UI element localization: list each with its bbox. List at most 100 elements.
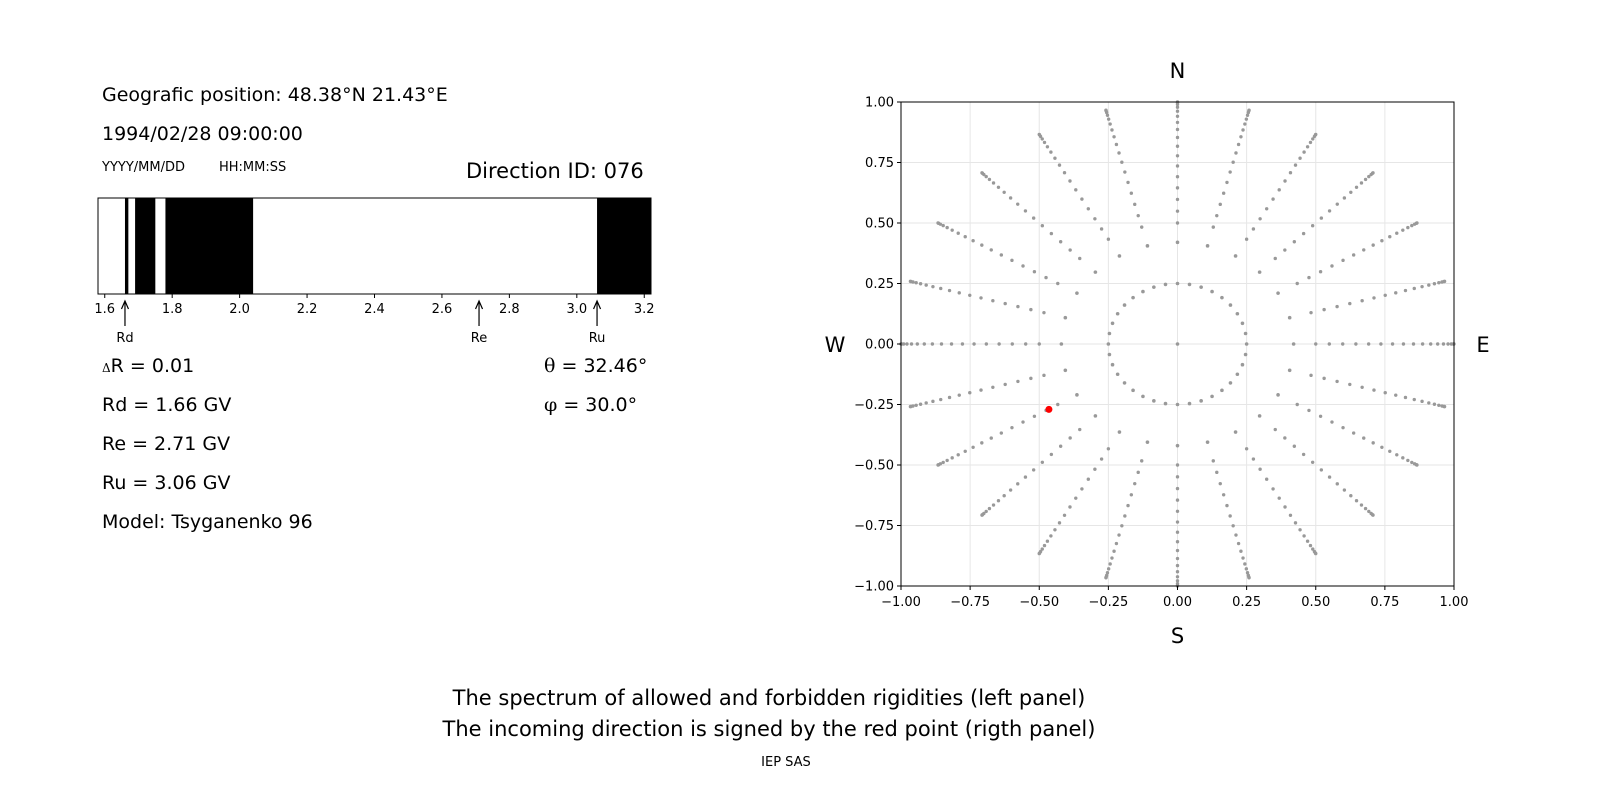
direction-point	[1245, 113, 1250, 117]
direction-point	[1029, 376, 1033, 381]
caption-line-2: The incoming direction is signed by the …	[442, 717, 1096, 741]
direction-point	[971, 445, 975, 449]
direction-point	[1348, 301, 1352, 306]
y-tick-label: −1.00	[854, 580, 894, 595]
direction-point	[999, 431, 1004, 435]
direction-point	[1243, 331, 1248, 336]
direction-point	[1371, 171, 1375, 175]
direction-point	[1049, 452, 1054, 457]
direction-point	[1292, 240, 1297, 244]
credit-label: IEP SAS	[761, 755, 811, 770]
direction-point	[1175, 486, 1180, 491]
direction-point	[1308, 543, 1313, 548]
direction-point	[1318, 414, 1323, 419]
direction-point	[1295, 281, 1299, 286]
direction-point	[1010, 342, 1014, 346]
direction-point	[1348, 382, 1352, 387]
direction-point	[1122, 381, 1127, 385]
direction-point	[1175, 197, 1180, 202]
direction-point	[1231, 160, 1235, 164]
direction-point	[1383, 293, 1387, 297]
direction-point	[1354, 499, 1359, 503]
direction-point	[1105, 571, 1110, 575]
direction-point	[1442, 279, 1447, 284]
direction-point	[1241, 556, 1245, 560]
direction-point	[1175, 105, 1180, 109]
direction-point	[1175, 240, 1180, 245]
direction-point	[1239, 135, 1243, 139]
direction-point	[1057, 163, 1062, 167]
direction-point	[1233, 254, 1238, 258]
x-tick-label: 0.00	[1163, 595, 1192, 610]
direction-point	[1335, 202, 1339, 206]
direction-point	[1305, 145, 1310, 149]
direction-point	[1362, 436, 1366, 440]
direction-point	[1301, 452, 1306, 457]
direction-point	[1406, 225, 1410, 230]
direction-point	[1003, 301, 1007, 306]
direction-point	[908, 279, 913, 284]
direction-point	[1104, 108, 1108, 112]
x-tick-label: −0.25	[1088, 595, 1128, 610]
direction-point	[1244, 342, 1249, 346]
direction-point	[1129, 493, 1134, 497]
x-tick-label: 1.8	[162, 302, 183, 317]
direction-point	[1310, 223, 1315, 228]
direction-point	[1175, 563, 1180, 568]
direction-point	[1057, 521, 1062, 525]
direction-point	[971, 239, 975, 243]
direction-point	[1163, 282, 1168, 287]
direction-point	[1032, 269, 1037, 274]
direction-point	[1008, 196, 1013, 200]
geographic-position: Geografic position: 48.38°N 21.43°E	[102, 84, 448, 106]
direction-point	[1112, 135, 1116, 139]
direction-point	[1330, 264, 1334, 268]
direction-point	[1205, 440, 1210, 444]
direction-point	[950, 456, 954, 460]
direction-point	[1359, 181, 1364, 185]
direction-point	[1215, 213, 1219, 218]
direction-point	[1175, 443, 1180, 448]
direction-point	[1023, 342, 1028, 346]
direction-point	[1058, 444, 1063, 448]
direction-point	[1175, 154, 1180, 158]
y-tick-label: 0.75	[865, 156, 894, 171]
direction-point	[1023, 475, 1028, 479]
direction-point	[1309, 310, 1313, 315]
direction-point	[1086, 207, 1091, 211]
direction-point	[957, 291, 961, 295]
direction-point	[1251, 227, 1256, 231]
direction-point	[914, 403, 918, 407]
direction-point	[1367, 174, 1371, 179]
direction-point	[1008, 488, 1013, 492]
direction-point	[1335, 482, 1339, 486]
direction-point	[909, 342, 914, 346]
direction-point	[1327, 342, 1332, 346]
direction-point	[1131, 388, 1135, 393]
direction-point	[1403, 288, 1408, 293]
direction-point	[1354, 185, 1359, 189]
x-tick-label: −1.00	[881, 595, 921, 610]
direction-point	[924, 401, 928, 405]
x-tick-label: 1.00	[1440, 595, 1469, 610]
x-tick-label: 2.8	[499, 302, 520, 317]
direction-point	[1140, 459, 1144, 463]
direction-point	[1349, 190, 1353, 195]
direction-point	[1175, 556, 1180, 561]
direction-point	[914, 281, 918, 285]
direction-point	[1040, 547, 1044, 551]
direction-point	[1010, 425, 1014, 430]
direction-point	[1349, 493, 1353, 498]
direction-point	[991, 503, 996, 507]
direction-point	[1412, 286, 1416, 291]
direction-point	[1056, 281, 1060, 286]
direction-point	[939, 397, 943, 402]
phi-text: = 30.0°	[557, 394, 638, 416]
direction-point	[1187, 401, 1192, 406]
direction-point	[1341, 258, 1345, 263]
direction-point	[996, 499, 1001, 503]
direction-point	[1045, 145, 1050, 149]
direction-point	[1432, 282, 1437, 286]
direction-point	[1175, 570, 1180, 574]
direction-point	[1106, 237, 1111, 241]
